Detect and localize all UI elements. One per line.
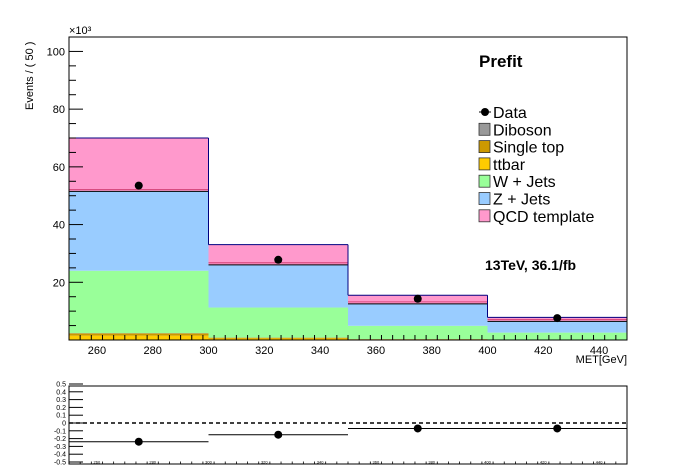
ratio-y-axis-ticks: 0.50.40.30.20.10-0.1-0.2-0.3-0.4-0.5 [54, 382, 83, 467]
legend-swatch-w-jets [478, 174, 491, 188]
ratio-x-tick-label-260: 260 [94, 460, 101, 465]
ratio-y-tick-label-9: -0.4 [54, 452, 66, 459]
bar-single-top-1 [208, 337, 348, 339]
ratio-y-tick-label-3: 0.2 [56, 405, 66, 412]
legend-swatch-ttbar [478, 157, 491, 171]
bar-single-top-0 [69, 333, 209, 336]
ratio-plot: 0.50.40.30.20.10-0.1-0.2-0.3-0.4-0.5 260… [54, 382, 628, 467]
bar-w-jets-1 [208, 307, 348, 338]
legend-label-w-jets: W + Jets [493, 174, 556, 191]
legend-label-ttbar: ttbar [493, 157, 526, 174]
y-tick-label-80: 80 [53, 104, 65, 116]
ratio-x-tick-label-380: 380 [428, 460, 435, 465]
x-axis-title: MET[GeV] [576, 354, 627, 366]
data-points [134, 181, 562, 323]
data-point-1 [274, 255, 283, 264]
x-tick-label-340: 340 [311, 345, 329, 357]
legend-swatch-qcd-template [478, 209, 491, 223]
bar-ttbar-1 [208, 338, 348, 340]
bar-w-jets-0 [69, 270, 209, 334]
ratio-point-2 [413, 424, 422, 433]
bar-z-jets-0 [69, 191, 209, 271]
x-axis-ticks: 260 280 300 320 340 360 380 400 420 440 [68, 335, 628, 357]
legend-swatch-z-jets [478, 192, 491, 205]
y-tick-label-20: 20 [53, 277, 65, 289]
x-tick-label-420: 420 [534, 345, 552, 357]
stacked-bars [69, 138, 627, 340]
x-tick-label-280: 280 [144, 345, 162, 357]
x-tick-label-400: 400 [478, 345, 496, 357]
legend-swatch-diboson [478, 122, 491, 136]
y-tick-label-40: 40 [53, 220, 65, 232]
ratio-y-tick-label-10: -0.5 [54, 460, 66, 467]
prefit-annotation: Prefit [479, 52, 523, 71]
ratio-x-tick-label-280: 280 [149, 460, 156, 465]
x-tick-label-380: 380 [423, 345, 441, 357]
y-axis-ticks: 20 40 60 80 100 [47, 36, 83, 341]
ratio-x-axis-ticks: 260 280 300 320 340 360 380 400 420 440 [68, 460, 628, 465]
legend-label-z-jets: Z + Jets [493, 192, 550, 209]
ratio-x-tick-label-400: 400 [484, 460, 491, 465]
bar-ttbar-0 [69, 335, 209, 340]
legend-label-single-top: Single top [493, 140, 564, 157]
bar-z-jets-1 [208, 264, 348, 308]
ratio-plot-frame [68, 385, 628, 465]
ratio-points [69, 424, 627, 446]
x-tick-label-300: 300 [199, 345, 217, 357]
y-exponent-label: ×10³ [69, 25, 92, 37]
data-point-0 [134, 181, 143, 190]
ratio-y-tick-label-5: 0 [62, 421, 66, 428]
ratio-y-tick-label-1: 0.4 [56, 389, 66, 396]
x-tick-label-360: 360 [367, 345, 385, 357]
ratio-x-tick-label-440: 440 [596, 460, 603, 465]
y-tick-label-100: 100 [47, 46, 65, 58]
legend-label-qcd-template: QCD template [493, 209, 594, 226]
ratio-x-tick-label-340: 340 [317, 460, 324, 465]
bar-z-jets-2 [348, 303, 488, 326]
ratio-x-tick-label-360: 360 [373, 460, 380, 465]
y-tick-label-60: 60 [53, 162, 65, 174]
legend-swatch-single-top [478, 140, 491, 154]
ratio-x-tick-label-300: 300 [205, 460, 212, 465]
ratio-point-0 [134, 437, 143, 446]
lumi-annotation: 13TeV, 36.1/fb [485, 257, 576, 273]
ratio-y-tick-label-2: 0.3 [56, 397, 66, 404]
x-tick-label-260: 260 [88, 345, 106, 357]
x-tick-label-440: 440 [590, 345, 608, 357]
bar-qcd-template-1 [208, 244, 348, 265]
legend-label-data: Data [493, 105, 527, 122]
ratio-point-1 [274, 430, 283, 439]
bar-z-jets-3 [487, 321, 627, 333]
ratio-point-3 [553, 424, 562, 433]
data-point-2 [413, 294, 422, 303]
ratio-y-tick-label-6: -0.1 [54, 428, 66, 435]
ratio-x-tick-label-320: 320 [261, 460, 268, 465]
ratio-y-tick-label-4: 0.1 [56, 413, 66, 420]
ratio-x-tick-label-420: 420 [540, 460, 547, 465]
x-tick-label-320: 320 [255, 345, 273, 357]
main-plot: 20 40 60 80 100 260 280 300 320 340 360 380 400 420 4… [24, 25, 628, 366]
y-axis-title: Events / ( 50 ) [24, 42, 36, 110]
bar-w-jets-2 [348, 325, 488, 340]
bar-w-jets-3 [487, 332, 627, 340]
data-point-3 [553, 314, 562, 323]
ratio-y-tick-label-0: 0.5 [56, 382, 66, 389]
legend-label-diboson: Diboson [493, 122, 552, 139]
ratio-y-tick-label-8: -0.3 [54, 444, 66, 451]
ratio-y-tick-label-7: -0.2 [54, 436, 66, 443]
